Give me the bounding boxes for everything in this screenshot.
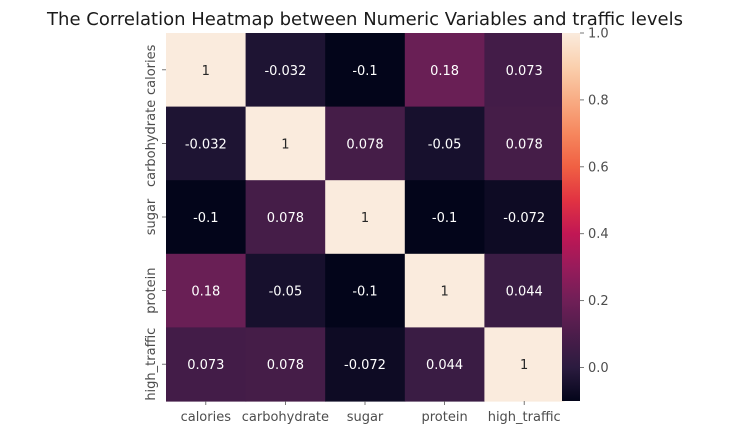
colorbar-tick-label: 0.0 <box>588 361 609 376</box>
heatmap-cell <box>245 33 326 108</box>
heatmap-cell <box>404 180 485 255</box>
colorbar-tick-label: 1.0 <box>588 27 609 42</box>
x-tick-label: calories <box>181 410 232 425</box>
cell-value-label: 0.078 <box>267 211 304 226</box>
heatmap-cell <box>404 33 485 108</box>
cell-value-label: -0.072 <box>344 358 386 373</box>
cell-value-label: 1 <box>440 285 448 300</box>
cell-value-label: 1 <box>281 137 289 152</box>
cell-value-label: 0.044 <box>506 285 543 300</box>
x-tick-label: carbohydrate <box>242 410 329 425</box>
heatmap-cell <box>404 327 485 402</box>
y-axis-tick-labels: calories carbohydrate sugar protein high_tra… <box>144 44 166 401</box>
heatmap-cell <box>484 33 565 108</box>
heatmap-cell <box>404 106 485 181</box>
cell-value-label: 0.18 <box>191 285 220 300</box>
heatmap-cell <box>484 253 565 328</box>
heatmap-cell <box>325 327 406 402</box>
colorbar <box>562 33 580 401</box>
cell-value-label: 0.073 <box>187 358 224 373</box>
cell-value-label: -0.05 <box>269 285 303 300</box>
y-tick-label: carbohydrate <box>144 100 159 187</box>
colorbar-tick-label: 0.8 <box>588 93 609 108</box>
cell-value-label: 1 <box>202 64 210 79</box>
heatmap-cell <box>245 327 326 402</box>
cell-value-label: 0.078 <box>346 137 383 152</box>
heatmap-cell <box>325 106 406 181</box>
cell-value-label: 0.044 <box>426 358 463 373</box>
cell-value-label: -0.1 <box>352 285 377 300</box>
heatmap-cells: 1 -0.032 -0.1 0.18 0.073 -0.032 1 0.078 -0.05 0.0… <box>166 33 565 402</box>
heatmap-cell <box>245 106 326 181</box>
heatmap-cell <box>325 253 406 328</box>
cell-value-label: -0.072 <box>503 211 545 226</box>
y-tick-label: calories <box>144 44 159 95</box>
heatmap-cell <box>166 106 247 181</box>
heatmap-cell <box>404 253 485 328</box>
cell-value-label: -0.05 <box>428 137 462 152</box>
heatmap-cell <box>484 327 565 402</box>
x-axis-tick-labels: calories carbohydrate sugar protein high_tra… <box>181 401 561 425</box>
heatmap-cell <box>245 253 326 328</box>
colorbar-tick-label: 0.2 <box>588 294 609 309</box>
cell-value-label: 0.078 <box>267 358 304 373</box>
cell-value-label: 0.073 <box>506 64 543 79</box>
colorbar-tick-labels: 0.0 0.2 0.4 0.6 0.8 1.0 <box>580 27 609 376</box>
x-tick-label: high_traffic <box>488 410 561 425</box>
cell-value-label: -0.1 <box>193 211 218 226</box>
colorbar-tick-label: 0.4 <box>588 227 609 242</box>
heatmap-cell <box>166 327 247 402</box>
cell-value-label: 0.18 <box>430 64 459 79</box>
cell-value-label: 1 <box>520 358 528 373</box>
y-tick-label: high_traffic <box>144 328 159 401</box>
x-tick-label: protein <box>421 410 467 425</box>
heatmap-cell <box>484 180 565 255</box>
cell-value-label: -0.1 <box>352 64 377 79</box>
heatmap-cell <box>484 106 565 181</box>
cell-value-label: 0.078 <box>506 137 543 152</box>
heatmap-cell <box>166 33 247 108</box>
cell-value-label: 1 <box>361 211 369 226</box>
heatmap-cell <box>166 253 247 328</box>
cell-value-label: -0.032 <box>264 64 306 79</box>
colorbar-tick-label: 0.6 <box>588 160 609 175</box>
heatmap-cell <box>245 180 326 255</box>
x-tick-label: sugar <box>347 410 384 425</box>
heatmap-cell <box>325 33 406 108</box>
chart-title: The Correlation Heatmap between Numeric … <box>46 9 683 30</box>
y-tick-label: protein <box>144 267 159 313</box>
heatmap-cell <box>325 180 406 255</box>
y-tick-label: sugar <box>144 198 159 235</box>
cell-value-label: -0.032 <box>185 137 227 152</box>
heatmap-cell <box>166 180 247 255</box>
cell-value-label: -0.1 <box>432 211 457 226</box>
